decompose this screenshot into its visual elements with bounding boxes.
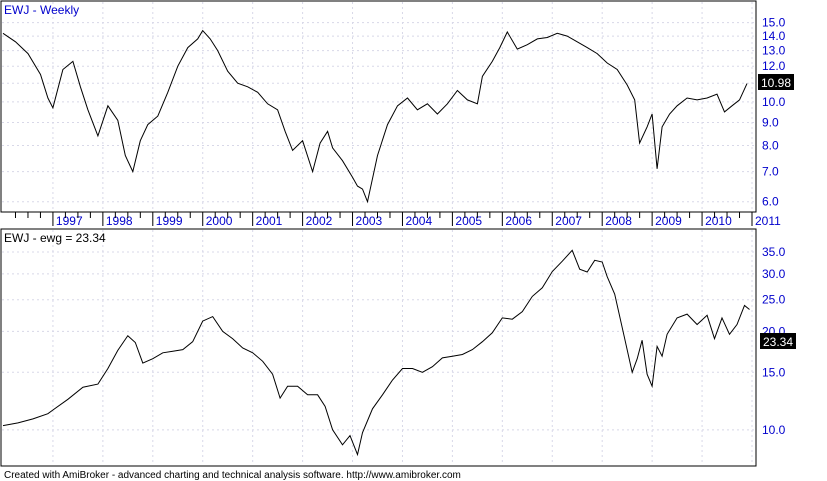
x-tick-label: 2002 — [306, 214, 333, 228]
ratio-pane-title: EWJ - ewg = 23.34 — [4, 231, 106, 245]
ratio-grid — [2, 230, 755, 465]
ratio-y-axis: 10.015.020.025.030.035.0 — [762, 245, 786, 437]
y-tick-label: 14.0 — [762, 29, 786, 43]
price-y-axis: 6.07.08.09.010.011.012.013.014.015.0 — [762, 16, 786, 209]
y-tick-label: 6.0 — [762, 195, 779, 209]
y-tick-label: 13.0 — [762, 44, 786, 58]
x-tick-label: 2008 — [605, 214, 632, 228]
price-series-line — [2, 29, 748, 204]
y-tick-label: 9.0 — [762, 115, 779, 129]
y-tick-label: 25.0 — [762, 293, 786, 307]
x-tick-label: 2004 — [405, 214, 432, 228]
x-tick-label: 2003 — [356, 214, 383, 228]
x-tick-label: 2005 — [455, 214, 482, 228]
ratio-last-value: 23.34 — [763, 335, 793, 349]
x-tick-label: 1998 — [106, 214, 133, 228]
y-tick-label: 35.0 — [762, 245, 786, 259]
ratio-series-line — [2, 249, 750, 457]
x-tick-label: 2007 — [555, 214, 582, 228]
x-tick-label: 1997 — [56, 214, 83, 228]
ratio-pane-frame — [0, 228, 757, 467]
y-tick-label: 15.0 — [762, 16, 786, 30]
y-tick-label: 10.0 — [762, 95, 786, 109]
x-tick-label: 2011 — [755, 214, 781, 228]
y-tick-label: 30.0 — [762, 267, 786, 281]
x-tick-label: 2001 — [256, 214, 283, 228]
price-pane: EWJ - Weekly 6.07.08.09.010.011.012.013.… — [0, 0, 794, 213]
y-tick-label: 15.0 — [762, 365, 786, 379]
y-tick-label: 7.0 — [762, 165, 779, 179]
price-pane-title: EWJ - Weekly — [4, 3, 79, 17]
x-tick-label: 2006 — [505, 214, 532, 228]
x-tick-label: 1999 — [156, 214, 183, 228]
price-grid — [2, 2, 755, 211]
y-tick-label: 12.0 — [762, 59, 786, 73]
y-tick-label: 10.0 — [762, 423, 786, 437]
x-axis: 1997 1998 1999 2000 2001 2002 2003 2004 2005 2006… — [1, 211, 781, 228]
price-last-value: 10.98 — [761, 76, 791, 90]
x-tick-label: 2000 — [206, 214, 233, 228]
x-tick-label: 2010 — [705, 214, 732, 228]
y-tick-label: 8.0 — [762, 138, 779, 152]
ratio-last-value-box — [760, 333, 796, 349]
x-tick-label: 2009 — [655, 214, 682, 228]
price-last-value-box — [758, 74, 794, 90]
footer-credit: Created with AmiBroker - advanced charti… — [4, 470, 461, 481]
ratio-pane: EWJ - ewg = 23.34 10.015.020.025.030.035… — [0, 228, 796, 467]
